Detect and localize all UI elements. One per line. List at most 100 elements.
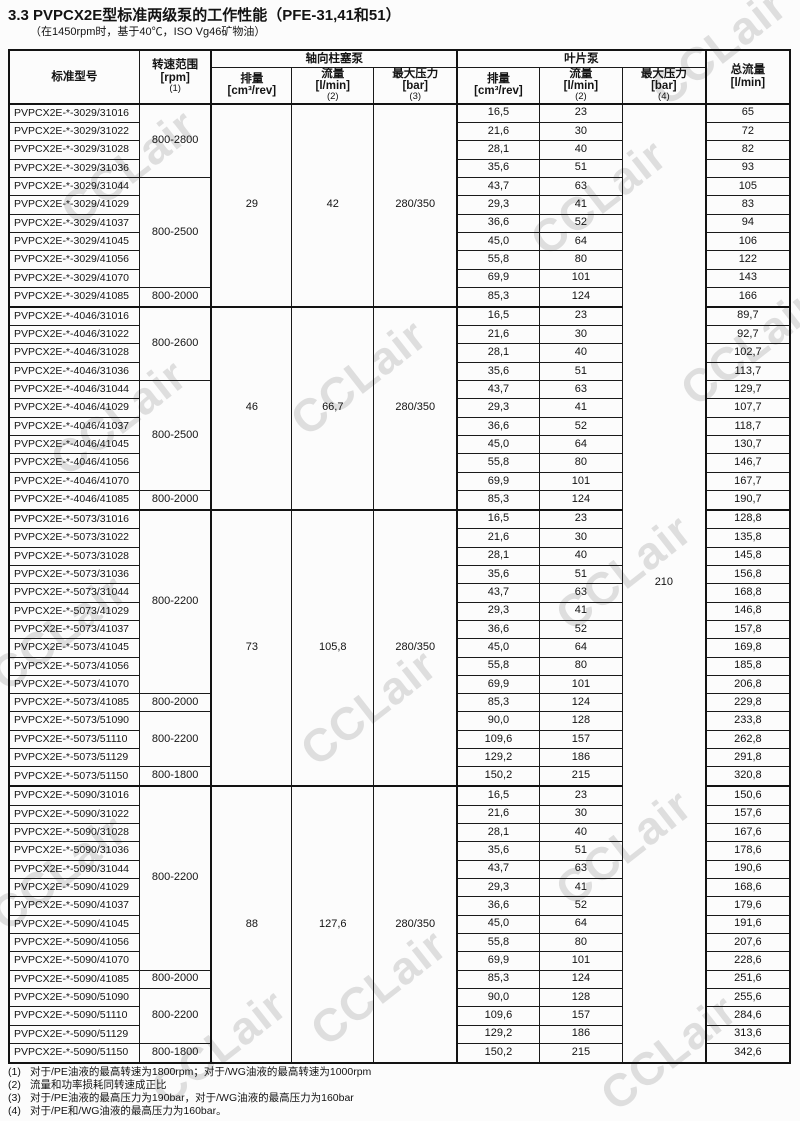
table-row: PVPCX2E-*-5090/31028 28,1 40 167,6: [8, 822, 791, 843]
vane-displacement-cell: 85,3: [456, 693, 540, 713]
speed-range-cell: 800-2600: [138, 305, 212, 382]
vane-displacement-cell: 29,3: [456, 877, 540, 898]
model-cell: PVPCX2E-*-5073/41045: [8, 638, 140, 658]
col-header-model-label: 标准型号: [51, 70, 98, 83]
vane-displacement-cell: 109,6: [456, 1006, 540, 1026]
table-row: PVPCX2E-*-5073/41029 29,3 41 146,8: [8, 601, 791, 621]
total-flow-cell: 157,6: [704, 804, 791, 824]
vane-flow-cell: 80: [538, 656, 624, 676]
total-flow-cell: 146,7: [704, 453, 791, 473]
vane-displacement-cell: 45,0: [456, 914, 540, 934]
total-flow-cell: 233,8: [704, 711, 791, 731]
piston-max-pressure-cell: 280/350: [373, 103, 458, 308]
total-flow-cell: 207,6: [704, 932, 791, 953]
vane-displacement-cell: 28,1: [456, 140, 540, 160]
vane-displacement-cell: 16,5: [456, 103, 540, 124]
total-flow-cell: 291,8: [704, 748, 791, 768]
vane-displacement-cell: 55,8: [456, 932, 540, 953]
model-cell: PVPCX2E-*-3029/41037: [8, 213, 140, 234]
model-cell: PVPCX2E-*-4046/31028: [8, 343, 140, 363]
col-header-model: 标准型号: [8, 49, 140, 105]
table-row: PVPCX2E-*-4046/41085 800-2000 85,3 124 190,7: [8, 490, 791, 511]
speed-range-cell: 800-2000: [138, 693, 212, 713]
vane-displacement-cell: 55,8: [456, 656, 540, 676]
model-cell: PVPCX2E-*-5090/41085: [8, 969, 140, 989]
model-cell: PVPCX2E-*-5090/31022: [8, 804, 140, 824]
total-flow-cell: 179,6: [704, 896, 791, 916]
total-flow-cell: 83: [704, 195, 791, 215]
vane-displacement-cell: 21,6: [456, 122, 540, 142]
table-row: PVPCX2E-*-5073/41070 69,9 101 206,8: [8, 674, 791, 695]
table-row: PVPCX2E-*-5073/31036 35,6 51 156,8: [8, 564, 791, 585]
vane-flow-cell: 63: [538, 380, 624, 400]
vane-displacement-cell: 36,6: [456, 213, 540, 234]
model-cell: PVPCX2E-*-5073/51150: [8, 766, 140, 787]
model-cell: PVPCX2E-*-5090/51129: [8, 1024, 140, 1044]
footnote-line: (2) 流量和功率损耗同转速成正比: [8, 1079, 768, 1092]
model-cell: PVPCX2E-*-5090/31044: [8, 859, 140, 879]
vane-flow-cell: 40: [538, 343, 624, 363]
vane-max-pressure-cell: 210: [621, 103, 707, 1064]
model-cell: PVPCX2E-*-5090/41029: [8, 877, 140, 898]
vane-displacement-cell: 21,6: [456, 325, 540, 345]
vane-flow-cell: 80: [538, 932, 624, 953]
table-row: PVPCX2E-*-5073/31022 21,6 30 135,8: [8, 528, 791, 548]
col-header-total-flow: 总流量 [l/min]: [704, 49, 791, 105]
model-cell: PVPCX2E-*-5090/41070: [8, 951, 140, 971]
vane-displacement-cell: 150,2: [456, 766, 540, 787]
vane-displacement-cell: 28,1: [456, 822, 540, 843]
vane-flow-cell: 124: [538, 969, 624, 989]
model-cell: PVPCX2E-*-3029/41056: [8, 250, 140, 270]
model-cell: PVPCX2E-*-5090/31036: [8, 841, 140, 861]
table-row: PVPCX2E-*-5090/41070 69,9 101 228,6: [8, 951, 791, 971]
col-header-vane-displacement: 排量 [cm³/rev]: [456, 66, 540, 105]
vane-displacement-cell: 21,6: [456, 804, 540, 824]
col-header-piston-displacement: 排量 [cm³/rev]: [210, 66, 293, 105]
total-flow-cell: 105: [704, 177, 791, 197]
vane-displacement-cell: 43,7: [456, 177, 540, 197]
model-cell: PVPCX2E-*-3029/31022: [8, 122, 140, 142]
vane-displacement-cell: 90,0: [456, 987, 540, 1008]
table-row: PVPCX2E-*-5090/51090 800-2200 90,0 128 255,6: [8, 987, 791, 1044]
vane-displacement-cell: 45,0: [456, 638, 540, 658]
model-cell: PVPCX2E-*-4046/41070: [8, 471, 140, 492]
model-cell: PVPCX2E-*-4046/41085: [8, 490, 140, 511]
table-row: PVPCX2E-*-5090/41029 29,3 41 168,6: [8, 877, 791, 898]
piston-displacement-cell: 73: [210, 508, 293, 787]
vane-flow-cell: 51: [538, 841, 624, 861]
vane-displacement-cell: 69,9: [456, 268, 540, 289]
table-row: PVPCX2E-*-5090/51129 129,2 186 313,6: [8, 1024, 791, 1044]
total-flow-cell: 150,6: [704, 785, 791, 806]
vane-flow-cell: 41: [538, 601, 624, 621]
model-cell: PVPCX2E-*-3029/31044: [8, 177, 140, 197]
footnote-number: (3): [8, 1092, 21, 1104]
model-cell: PVPCX2E-*-3029/41045: [8, 232, 140, 252]
vane-displacement-cell: 36,6: [456, 416, 540, 437]
piston-flow-cell: 127,6: [291, 785, 375, 1064]
total-flow-cell: 191,6: [704, 914, 791, 934]
total-flow-cell: 146,8: [704, 601, 791, 621]
model-cell: PVPCX2E-*-5073/41037: [8, 619, 140, 640]
total-flow-cell: 130,7: [704, 435, 791, 455]
vane-flow-cell: 51: [538, 564, 624, 585]
total-flow-cell: 167,6: [704, 822, 791, 843]
test-conditions-subtitle: （在1450rpm时，基于40℃，ISO Vg46矿物油）: [30, 26, 266, 38]
vane-flow-cell: 101: [538, 471, 624, 492]
vane-flow-cell: 80: [538, 250, 624, 270]
table-row: PVPCX2E-*-4046/41029 29,3 41 107,7: [8, 398, 791, 418]
vane-flow-cell: 40: [538, 546, 624, 566]
vane-displacement-cell: 35,6: [456, 841, 540, 861]
table-row: PVPCX2E-*-5073/51110 109,6 157 262,8: [8, 729, 791, 750]
total-flow-cell: 143: [704, 268, 791, 289]
vane-displacement-cell: 109,6: [456, 729, 540, 750]
col-header-speed-range: 转速范围 [rpm] (1): [138, 49, 212, 105]
vane-flow-cell: 52: [538, 213, 624, 234]
table-row: PVPCX2E-*-5090/31044 43,7 63 190,6: [8, 859, 791, 879]
speed-range-cell: 800-1800: [138, 1042, 212, 1064]
vane-flow-cell: 30: [538, 325, 624, 345]
total-flow-cell: 89,7: [704, 305, 791, 327]
total-flow-cell: 251,6: [704, 969, 791, 989]
total-flow-cell: 178,6: [704, 841, 791, 861]
model-cell: PVPCX2E-*-5073/41085: [8, 693, 140, 713]
total-flow-cell: 168,6: [704, 877, 791, 898]
